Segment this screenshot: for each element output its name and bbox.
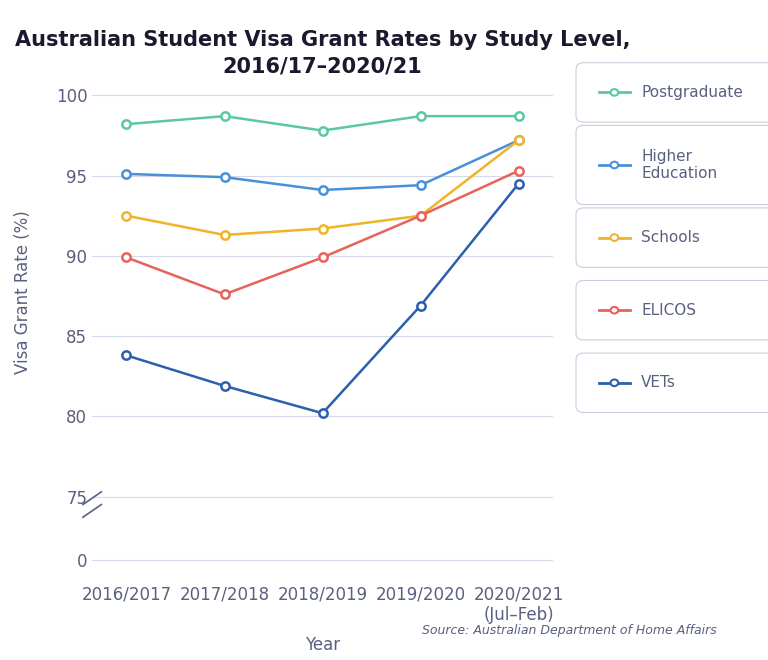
Postgraduate — [514, 112, 523, 120]
Text: ELICOS: ELICOS — [641, 303, 697, 317]
Text: Higher
Education: Higher Education — [641, 148, 717, 182]
Schools — [318, 224, 327, 232]
Higher
Education — [220, 173, 229, 181]
Schools — [220, 231, 229, 239]
Text: Postgraduate: Postgraduate — [641, 85, 743, 100]
ELICOS — [318, 253, 327, 261]
ELICOS — [122, 253, 131, 261]
Higher
Education — [514, 136, 523, 144]
Postgraduate — [318, 127, 327, 135]
Schools — [122, 212, 131, 220]
Postgraduate — [416, 112, 425, 120]
ELICOS — [220, 290, 229, 298]
Higher
Education — [318, 186, 327, 194]
VETs — [416, 302, 425, 310]
Line: Schools: Schools — [122, 136, 523, 239]
VETs — [318, 409, 327, 417]
X-axis label: Year: Year — [305, 636, 340, 653]
Line: Postgraduate: Postgraduate — [122, 112, 523, 135]
ELICOS — [416, 212, 425, 220]
VETs — [122, 351, 131, 359]
Text: Visa Grant Rate (%): Visa Grant Rate (%) — [14, 210, 32, 374]
Postgraduate — [122, 120, 131, 128]
Higher
Education — [122, 170, 131, 178]
Line: ELICOS: ELICOS — [122, 166, 523, 298]
Postgraduate — [220, 112, 229, 120]
VETs — [514, 180, 523, 187]
Higher
Education — [416, 182, 425, 189]
Line: VETs: VETs — [122, 180, 523, 417]
Text: Australian Student Visa Grant Rates by Study Level,
2016/17–2020/21: Australian Student Visa Grant Rates by S… — [15, 30, 631, 76]
Schools — [416, 212, 425, 220]
Schools — [514, 136, 523, 144]
Text: Source: Australian Department of Home Affairs: Source: Australian Department of Home Af… — [422, 624, 717, 637]
Line: Higher
Education: Higher Education — [122, 136, 523, 194]
VETs — [220, 382, 229, 390]
Text: Schools: Schools — [641, 230, 700, 245]
Text: VETs: VETs — [641, 376, 676, 390]
ELICOS — [514, 167, 523, 175]
